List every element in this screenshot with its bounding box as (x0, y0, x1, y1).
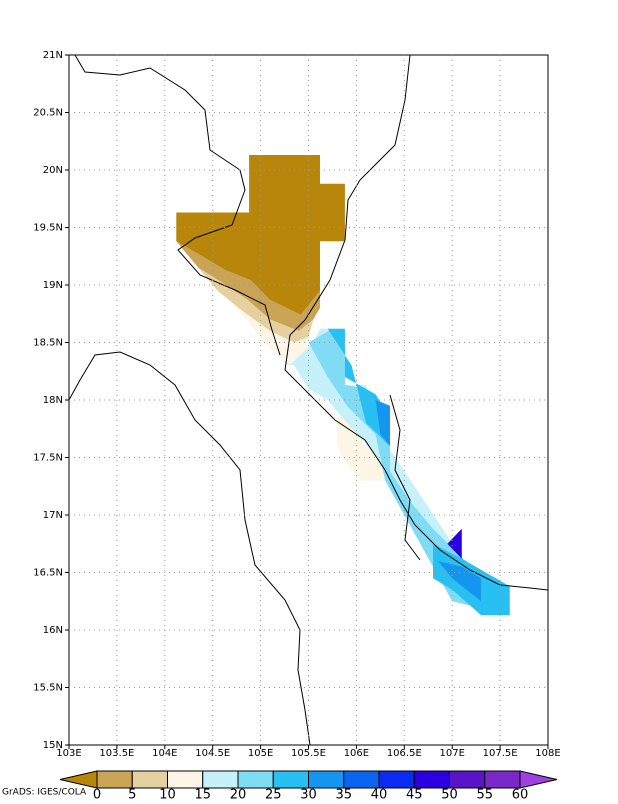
colorbar-box (343, 770, 380, 789)
border (389, 394, 421, 561)
x-tick-label: 103E (56, 748, 81, 759)
y-tick-label: 18.5N (33, 338, 63, 349)
colorbar-box (449, 770, 486, 789)
colorbar-label: 0 (93, 788, 101, 801)
border (68, 351, 311, 746)
colorbar-box (167, 770, 204, 789)
colorbar-label: 15 (194, 788, 211, 801)
colorbar-label: 30 (300, 788, 317, 801)
shaded-area (176, 241, 320, 331)
y-tick-label: 18N (43, 395, 63, 406)
shaded-area (437, 561, 481, 602)
x-tick-label: 105E (248, 748, 273, 759)
border (74, 54, 281, 356)
x-tick-label: 105.5E (291, 748, 326, 759)
shaded-area (308, 328, 510, 616)
x-tick-label: 104E (152, 748, 177, 759)
shaded-area (447, 528, 462, 559)
colorbar-box (272, 770, 309, 789)
colorbar-label: 60 (512, 788, 529, 801)
y-tick-label: 19N (43, 280, 63, 291)
colorbar-box (202, 770, 239, 789)
colorbar-label: 40 (371, 788, 388, 801)
colorbar-end (519, 770, 558, 789)
x-tick-label: 107.5E (483, 748, 518, 759)
shaded-area (176, 155, 345, 315)
x-tick-label: 107E (439, 748, 464, 759)
shaded-area (217, 290, 309, 366)
colorbar-box (237, 770, 274, 789)
colorbar-box (131, 770, 168, 789)
colorbar-label: 5 (128, 788, 136, 801)
x-tick-label: 108E (535, 748, 560, 759)
x-tick-label: 104.5E (195, 748, 230, 759)
x-tick-label: 103.5E (99, 748, 134, 759)
colorbar-box (378, 770, 415, 789)
x-tick-label: 106E (344, 748, 369, 759)
colorbar-box (413, 770, 450, 789)
y-tick-label: 16.5N (33, 568, 63, 579)
axes: 103E 103.5E 104E 104.5E 105E 105.5E 106E 106.5E… (33, 50, 560, 759)
shaded-area (375, 400, 390, 446)
colorbar-label: 55 (476, 788, 493, 801)
y-tick-label: 15.5N (33, 683, 63, 694)
y-tick-label: 20.5N (33, 108, 63, 119)
y-tick-label: 19.5N (33, 223, 63, 234)
y-tick-label: 21N (43, 50, 63, 61)
colorbar-label: 20 (230, 788, 247, 801)
colorbar-end (59, 770, 98, 789)
shaded-area (337, 417, 386, 481)
colorbar-box (308, 770, 345, 789)
colorbar-label: 50 (441, 788, 458, 801)
colorbar-label: 45 (406, 788, 423, 801)
colorbar-label: 10 (159, 788, 176, 801)
colorbar-box (484, 770, 521, 789)
colorbar-label: 25 (265, 788, 282, 801)
y-tick-label: 17N (43, 510, 63, 521)
y-tick-label: 15N (43, 740, 63, 751)
colorbar-box (96, 770, 133, 789)
shading (176, 155, 510, 616)
y-tick-label: 16N (43, 625, 63, 636)
colorbar: 0 5 10 15 20 25 30 35 40 45 50 55 60 (59, 770, 558, 803)
shaded-area (327, 328, 390, 446)
y-tick-label: 20N (43, 165, 63, 176)
credit: GrADS: IGES/COLA (2, 788, 87, 798)
x-tick-label: 106.5E (387, 748, 422, 759)
coastline (284, 54, 549, 591)
y-tick-label: 17.5N (33, 453, 63, 464)
colorbar-label: 35 (335, 788, 352, 801)
